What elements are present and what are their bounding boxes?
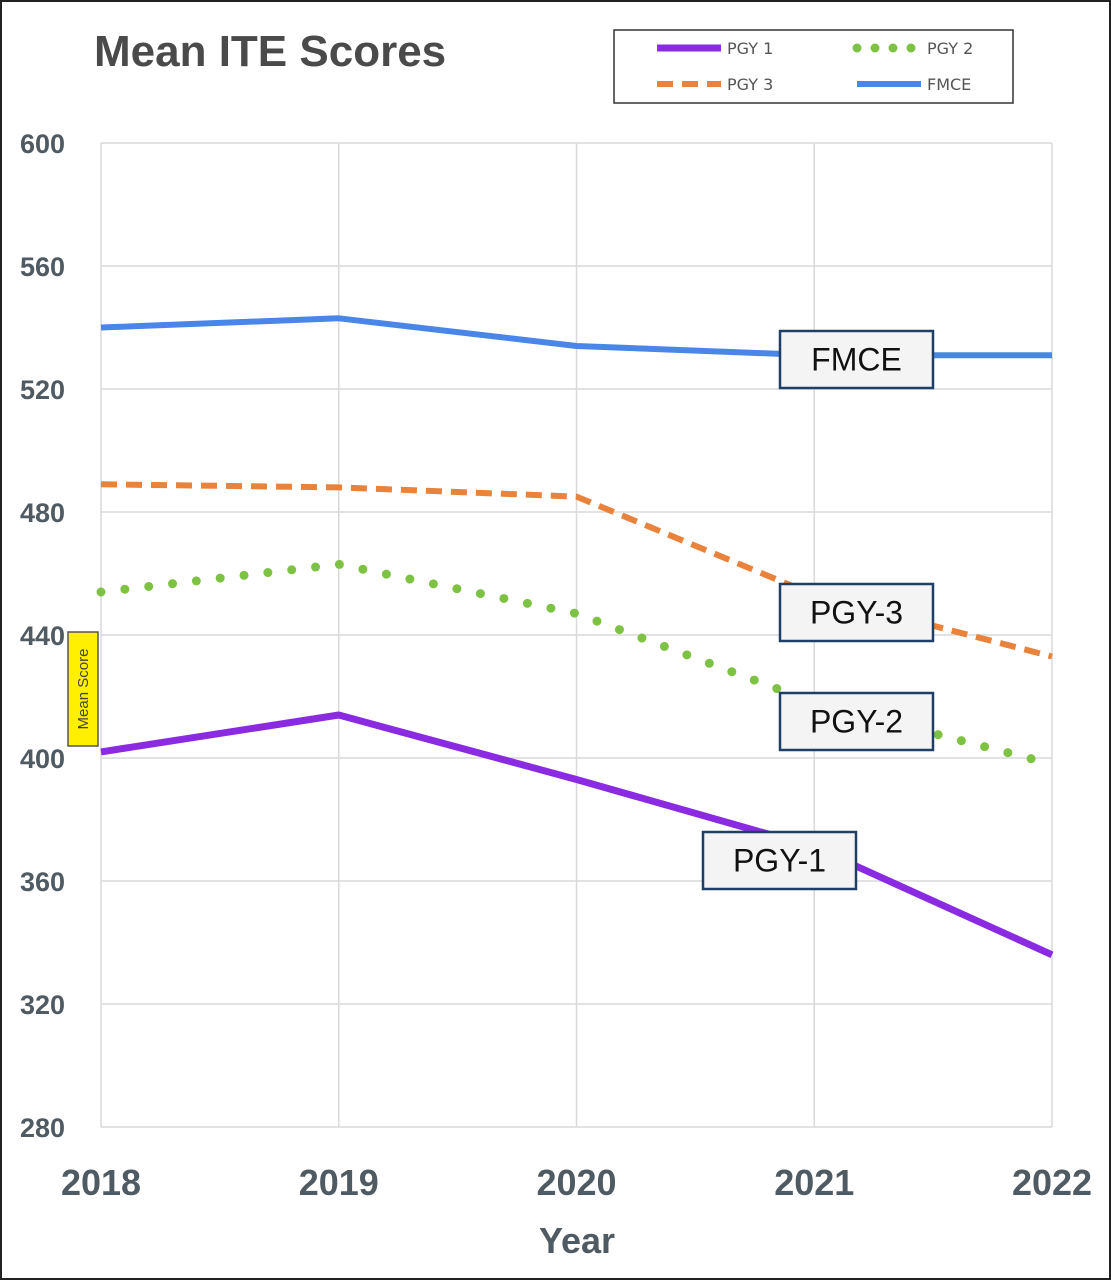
y-tick-label-600: 600 [20, 129, 65, 159]
callout-box-pgy-1 [701, 830, 858, 891]
callout-label-fmce: FMCE [811, 342, 902, 378]
legend-label-pgy-1: PGY 1 [727, 39, 773, 58]
x-tick-label-2018: 2018 [61, 1162, 141, 1203]
x-tick-label-2021: 2021 [774, 1162, 854, 1203]
legend-label-pgy-3: PGY 3 [727, 75, 773, 94]
y-axis-label-box [67, 631, 99, 747]
callout-label-pgy-2: PGY-2 [810, 704, 903, 740]
y-axis-label-text: Mean Score [75, 649, 92, 730]
x-tick-label-2020: 2020 [536, 1162, 616, 1203]
legend-label-pgy-2: PGY 2 [927, 39, 973, 58]
y-tick-label-560: 560 [20, 252, 65, 282]
x-tick-label-2022: 2022 [1012, 1162, 1092, 1203]
chart-title: Mean ITE Scores [94, 27, 446, 76]
y-axis-ticks: 280 320 360 400 440 480 520 560 600 [20, 129, 65, 1143]
y-tick-label-400: 400 [20, 744, 65, 774]
y-tick-label-440: 440 [20, 621, 65, 651]
callout-box-pgy-2 [778, 691, 935, 752]
y-tick-label-280: 280 [20, 1113, 65, 1143]
x-tick-label-2019: 2019 [299, 1162, 379, 1203]
x-axis-label: Year [539, 1220, 615, 1261]
y-tick-label-480: 480 [20, 498, 65, 528]
y-axis-label: Mean Score [67, 631, 99, 747]
legend-label-fmce: FMCE [927, 75, 971, 94]
y-tick-label-520: 520 [20, 375, 65, 405]
series-callouts: FMCE PGY-3 PGY-2 PGY-1 [701, 329, 935, 891]
callout-box-pgy-3 [778, 582, 935, 643]
x-axis-ticks: 2018 2019 2020 2021 2022 [61, 1162, 1092, 1203]
legend-box [613, 29, 1014, 104]
callout-box-fmce [778, 329, 935, 390]
legend: PGY 1 PGY 2 PGY 3 FMCE [613, 29, 1014, 104]
y-tick-label-320: 320 [20, 990, 65, 1020]
callout-label-pgy-1: PGY-1 [733, 843, 826, 879]
callout-label-pgy-3: PGY-3 [810, 595, 903, 631]
series-line-pgy-1 [100, 711, 1054, 958]
y-tick-label-360: 360 [20, 867, 65, 897]
